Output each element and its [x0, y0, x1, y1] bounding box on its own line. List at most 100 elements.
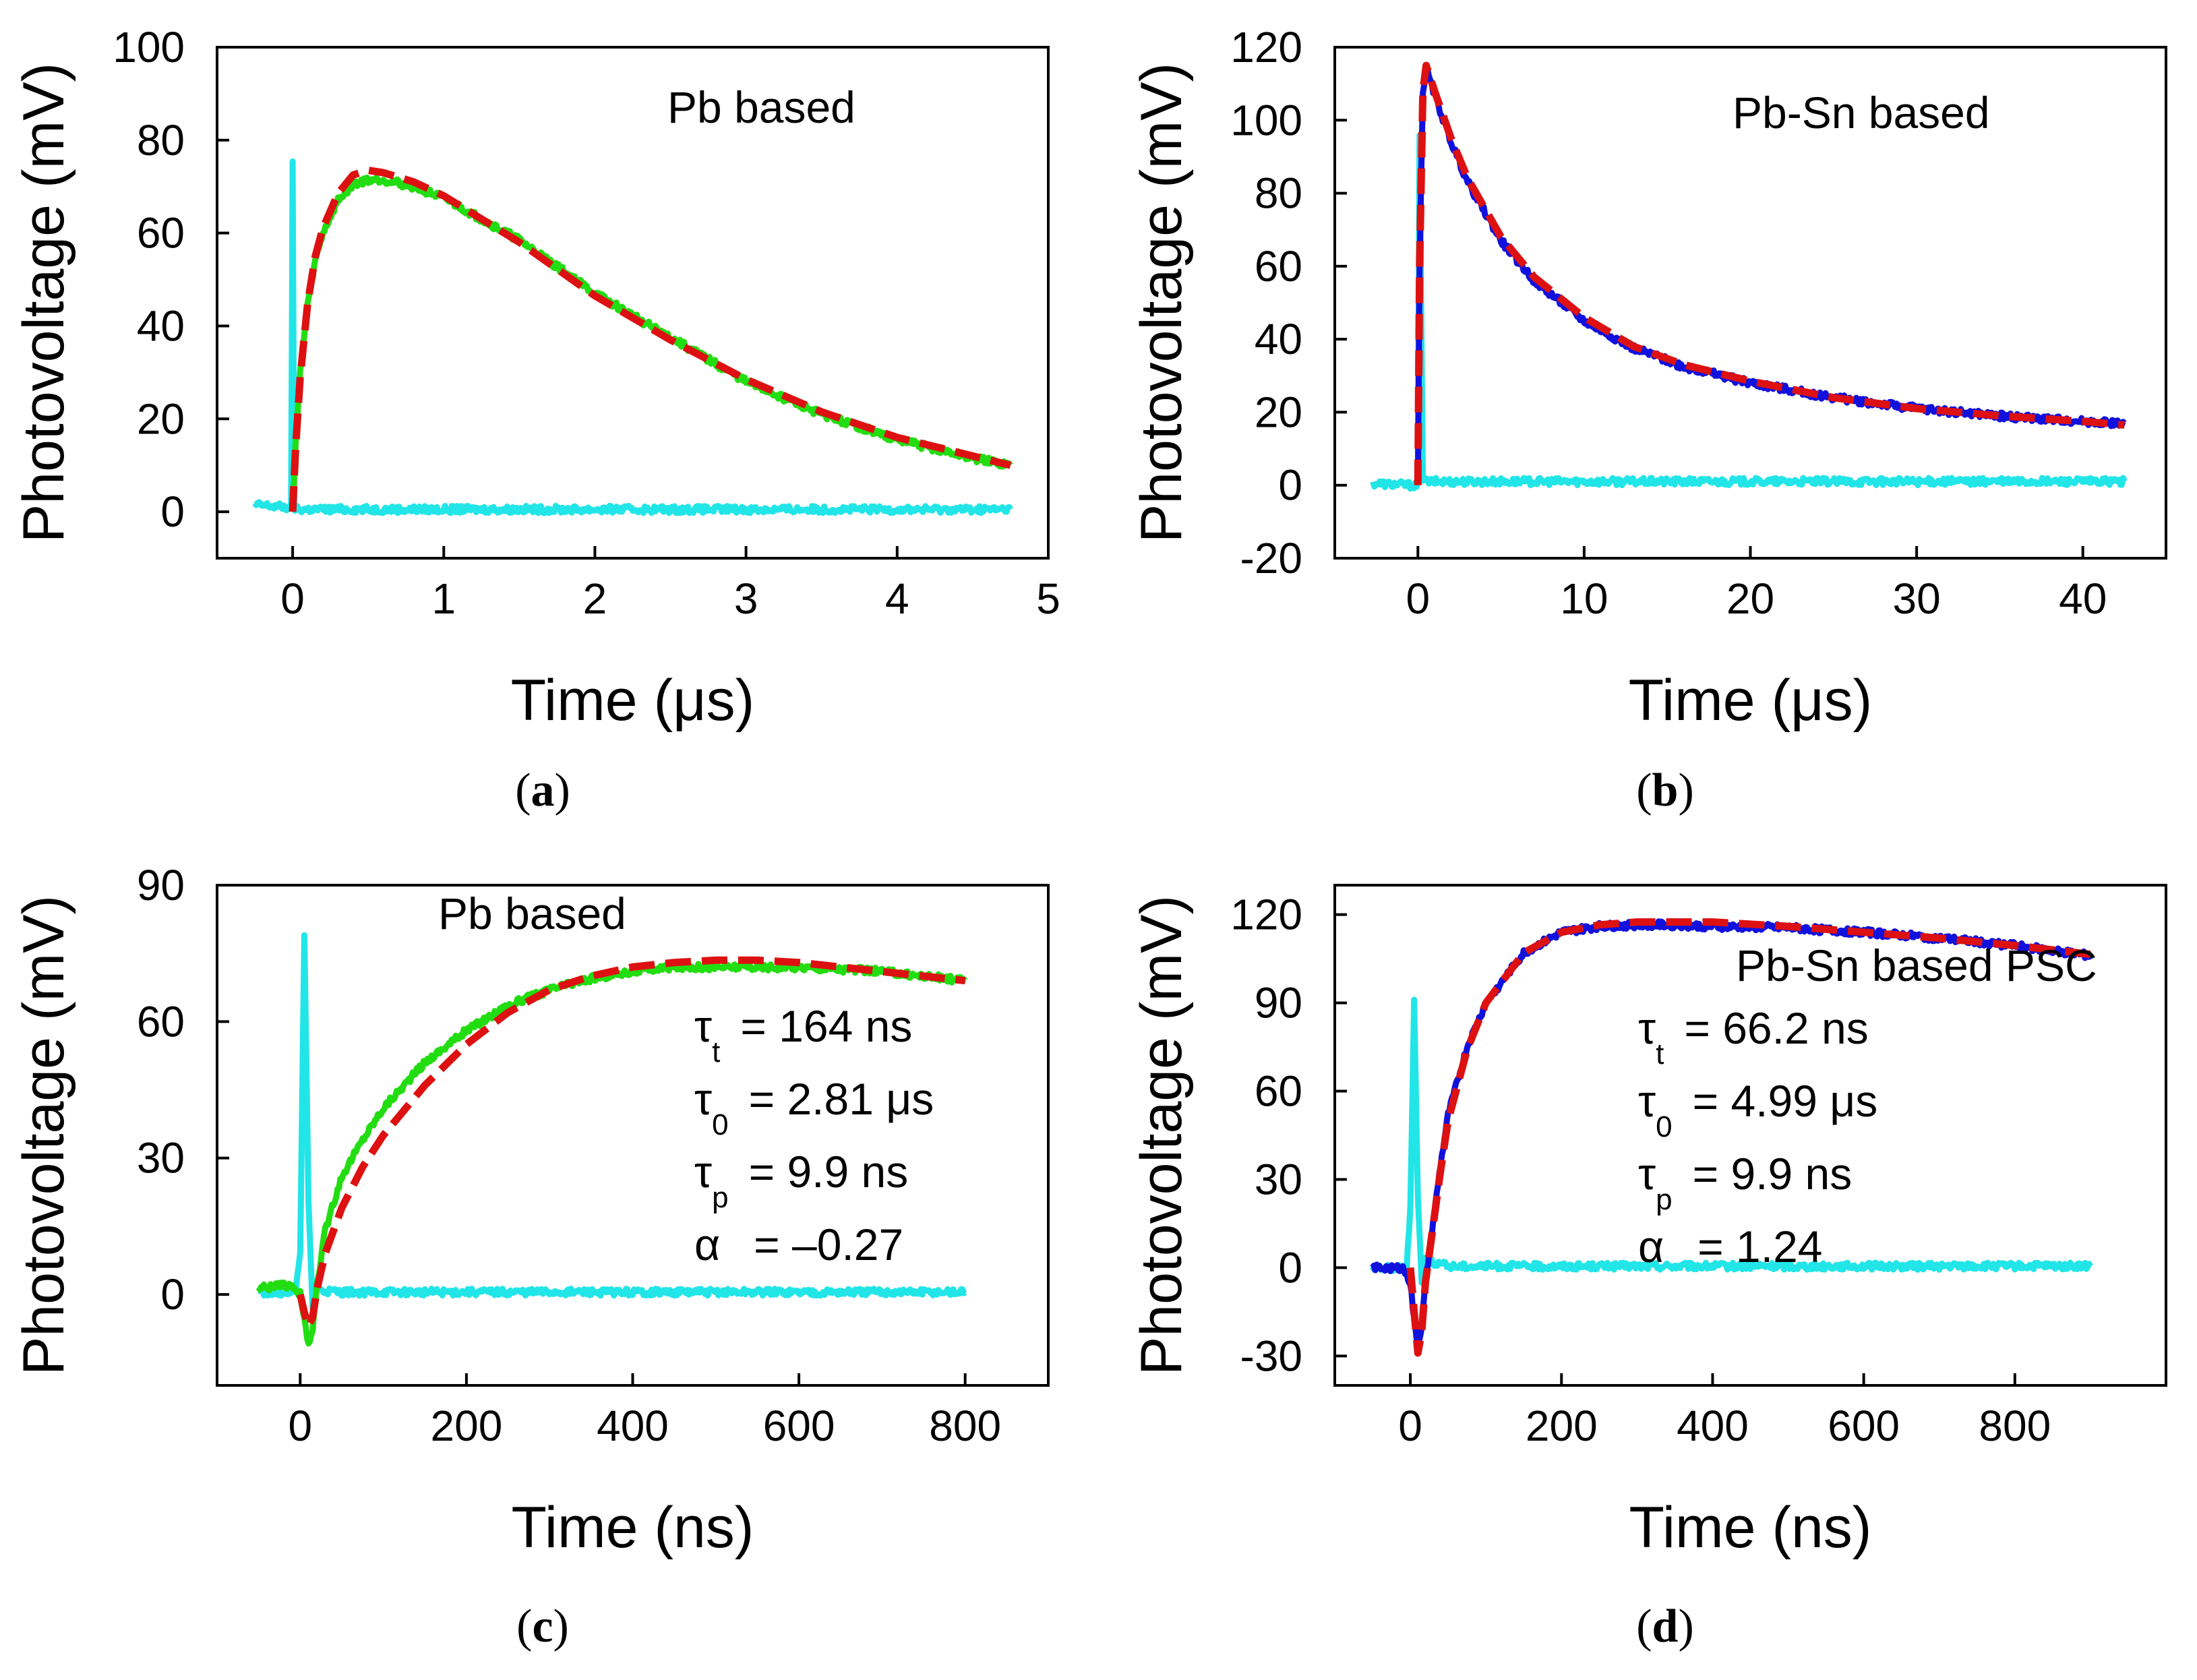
- x-axis-title: Time (ns): [1629, 1495, 1872, 1560]
- param-symbol: τ: [694, 1074, 712, 1124]
- x-tick-label: 800: [929, 1402, 1001, 1450]
- y-tick-label: -30: [1240, 1331, 1303, 1380]
- y-tick-label: 40: [137, 301, 185, 350]
- x-tick-label: 10: [1560, 574, 1608, 623]
- panel-caption: (b): [1636, 764, 1694, 816]
- y-tick-label: 90: [137, 861, 185, 909]
- plot-frame: [216, 884, 1050, 1387]
- param-value: = 66.2 ns: [1684, 1003, 1868, 1053]
- fit-parameter: τ0 = 2.81 μs: [694, 1074, 934, 1141]
- param-symbol: τ: [694, 1001, 712, 1051]
- param-subscript: t: [1656, 1038, 1664, 1071]
- x-axis-title: Time (μs): [511, 668, 755, 733]
- fit-parameter: τt = 66.2 ns: [1638, 1003, 1869, 1071]
- y-tick-label: 80: [137, 116, 185, 164]
- y-tick-label: 60: [137, 209, 185, 258]
- param-value: = 9.9 ns: [1693, 1149, 1853, 1199]
- param-symbol: α: [1638, 1222, 1664, 1271]
- y-axis-title: Photovoltage (mV): [1129, 63, 1194, 543]
- fit-parameter: τp = 9.9 ns: [1638, 1149, 1852, 1216]
- panel-caption: (a): [515, 764, 570, 816]
- series-fit-line: [1406, 918, 2091, 1357]
- x-tick-label: 30: [1893, 574, 1941, 623]
- y-tick-label: 60: [1255, 1067, 1302, 1116]
- fit-parameter: τp = 9.9 ns: [694, 1147, 908, 1214]
- x-tick-label: 400: [597, 1402, 669, 1450]
- y-tick-label: 0: [160, 1270, 185, 1319]
- param-value: = 4.99 μs: [1693, 1076, 1878, 1126]
- plot-frame: [216, 46, 1050, 560]
- x-tick-label: 40: [2059, 574, 2107, 623]
- fit-parameter: α = 1.24: [1638, 1222, 1823, 1271]
- panel-caption: (c): [516, 1600, 569, 1652]
- y-tick-label: 20: [137, 394, 185, 443]
- x-tick-label: 800: [1979, 1402, 2051, 1450]
- y-tick-label: -20: [1240, 534, 1303, 582]
- param-value: = 164 ns: [740, 1001, 912, 1051]
- panel-d: 0 200 400 600 800 -30 0 30 60 90 120 Time (ns) Photo…: [1129, 884, 2167, 1652]
- plot-frame: [1333, 884, 2167, 1387]
- x-tick-label: 4: [885, 574, 909, 623]
- x-tick-label: 600: [1828, 1402, 1900, 1450]
- panel-c: 0 200 400 600 800 0 30 60 90 Time (ns) Photovoltag…: [11, 861, 1050, 1652]
- fit-parameter: τ0 = 4.99 μs: [1638, 1076, 1877, 1143]
- panel-a: 0 1 2 3 4 5 0 20 40 60 80 100 Time (μs) Photovoltage …: [11, 23, 1060, 816]
- x-tick-label: 0: [289, 1402, 313, 1450]
- y-tick-label: 60: [1255, 242, 1302, 291]
- fit-parameter: α = –0.27: [694, 1220, 903, 1269]
- x-tick-label: 0: [1406, 574, 1431, 623]
- panel-annotation: Pb-Sn based: [1733, 88, 1990, 138]
- param-symbol: τ: [694, 1147, 712, 1197]
- y-tick-label: 90: [1255, 979, 1302, 1027]
- series-fit-line: [1414, 61, 2125, 485]
- x-tick-label: 600: [763, 1402, 835, 1450]
- y-tick-label: 30: [1255, 1155, 1302, 1203]
- param-value: = –0.27: [754, 1220, 903, 1269]
- panel-annotation: Pb based: [438, 889, 626, 938]
- param-symbol: τ: [1638, 1149, 1656, 1199]
- series-measured-line: [289, 174, 1013, 512]
- param-subscript: t: [712, 1036, 720, 1069]
- x-tick-label: 0: [1398, 1402, 1422, 1450]
- y-tick-label: 30: [137, 1134, 185, 1182]
- y-tick-label: 20: [1255, 388, 1302, 436]
- x-axis-title: Time (ns): [512, 1495, 754, 1560]
- x-tick-label: 5: [1036, 574, 1060, 623]
- series-pulse-line: [257, 932, 967, 1313]
- x-tick-label: 20: [1726, 574, 1774, 623]
- param-value: = 1.24: [1697, 1222, 1822, 1271]
- y-tick-label: 0: [160, 487, 185, 536]
- panel-annotation: Pb-Sn based PSC: [1736, 940, 2097, 990]
- plot-area: [255, 932, 968, 1347]
- y-tick-label: 100: [1230, 96, 1302, 144]
- param-symbol: τ: [1638, 1076, 1656, 1126]
- y-tick-label: 120: [1230, 891, 1302, 939]
- param-value: = 2.81 μs: [749, 1074, 934, 1124]
- plot-area: [1370, 61, 2128, 492]
- x-tick-label: 400: [1677, 1402, 1749, 1450]
- param-symbol: α: [694, 1220, 720, 1269]
- x-axis-title: Time (μs): [1629, 668, 1873, 733]
- y-tick-label: 80: [1255, 169, 1302, 218]
- param-subscript: p: [1656, 1183, 1672, 1216]
- x-tick-label: 3: [734, 574, 758, 623]
- panel-caption: (d): [1636, 1600, 1694, 1652]
- param-subscript: 0: [1656, 1110, 1672, 1143]
- series-pulse-line: [252, 158, 1013, 516]
- y-axis-title: Photovoltage (mV): [11, 895, 76, 1375]
- fit-parameter: τt = 164 ns: [694, 1001, 912, 1069]
- series-pulse-line: [1369, 996, 2093, 1286]
- y-tick-label: 0: [1278, 1243, 1302, 1292]
- y-axis-title: Photovoltage (mV): [1129, 895, 1194, 1375]
- y-tick-label: 60: [137, 997, 185, 1046]
- x-tick-label: 1: [431, 574, 456, 623]
- y-tick-label: 100: [113, 23, 185, 71]
- param-symbol: τ: [1638, 1003, 1656, 1053]
- plot-area: [252, 158, 1013, 516]
- param-subscript: p: [712, 1181, 728, 1214]
- y-tick-label: 40: [1255, 315, 1302, 363]
- y-axis-title: Photovoltage (mV): [11, 63, 76, 543]
- y-tick-label: 120: [1230, 23, 1302, 71]
- x-tick-label: 200: [1526, 1402, 1598, 1450]
